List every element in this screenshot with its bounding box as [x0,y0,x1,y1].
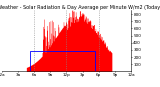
Title: Milwaukee Weather - Solar Radiation & Day Average per Minute W/m2 (Today): Milwaukee Weather - Solar Radiation & Da… [0,5,160,10]
Bar [30,51,95,71]
